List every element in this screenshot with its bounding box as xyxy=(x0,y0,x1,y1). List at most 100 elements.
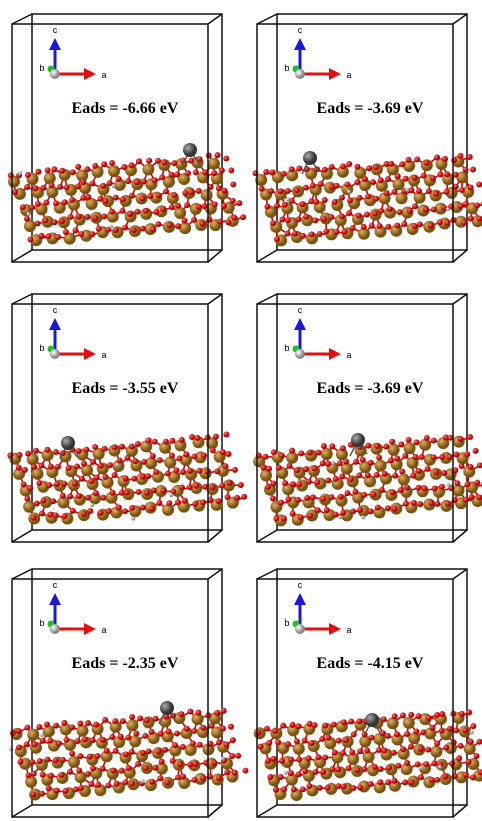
o-atom xyxy=(214,709,221,716)
h-atom xyxy=(338,515,343,520)
o-atom xyxy=(337,493,344,500)
o-atom xyxy=(430,454,437,461)
o-atom xyxy=(474,479,481,486)
o-atom xyxy=(103,747,110,754)
o-atom xyxy=(398,441,405,448)
o-atom xyxy=(106,180,113,187)
o-atom xyxy=(297,514,304,521)
o-atom xyxy=(392,472,399,479)
o-atom xyxy=(215,185,222,192)
o-atom xyxy=(139,750,146,757)
o-atom xyxy=(93,474,100,481)
cell-edge xyxy=(207,13,223,25)
o-atom xyxy=(350,784,357,791)
o-atom xyxy=(320,769,327,776)
o-atom xyxy=(44,446,51,453)
o-atom xyxy=(343,458,350,465)
o-atom xyxy=(328,163,335,170)
o-atom xyxy=(338,194,345,201)
o-atom xyxy=(105,226,112,233)
o-atom xyxy=(279,216,286,223)
o-atom xyxy=(219,449,226,456)
o-atom xyxy=(121,164,128,171)
o-atom xyxy=(376,746,383,753)
o-atom xyxy=(462,200,469,207)
o-atom xyxy=(139,195,146,202)
adsorption-energy: Eads = -2.35 eV xyxy=(72,655,179,672)
o-atom xyxy=(451,157,458,164)
o-atom xyxy=(211,759,218,766)
axis-label-a: a xyxy=(346,625,351,635)
axis-label-b: b xyxy=(284,618,289,628)
o-atom xyxy=(434,740,441,747)
o-atom xyxy=(434,500,441,507)
o-atom xyxy=(84,770,91,777)
o-atom xyxy=(457,742,464,749)
o-atom xyxy=(221,187,228,194)
o-atom xyxy=(427,222,434,229)
adsorbate-atom xyxy=(303,151,317,165)
o-atom xyxy=(305,755,312,762)
o-atom xyxy=(344,181,351,188)
o-atom xyxy=(257,743,264,750)
o-atom xyxy=(66,768,73,775)
o-atom xyxy=(175,223,182,230)
o-atom xyxy=(62,229,69,236)
o-atom xyxy=(88,780,95,787)
o-atom xyxy=(97,462,104,469)
o-atom xyxy=(267,188,274,195)
o-atom xyxy=(115,176,122,183)
o-atom xyxy=(135,158,142,165)
o-atom xyxy=(295,496,302,503)
o-atom xyxy=(39,510,46,517)
o-atom xyxy=(470,774,477,781)
o-atom xyxy=(476,181,482,188)
o-atom xyxy=(308,198,315,205)
o-atom xyxy=(148,505,155,512)
fe-atom xyxy=(191,712,204,725)
o-atom xyxy=(316,230,323,237)
o-atom xyxy=(447,434,454,441)
o-atom xyxy=(470,166,477,173)
o-atom xyxy=(63,736,70,743)
o-atom xyxy=(124,454,131,461)
o-atom xyxy=(433,469,440,476)
o-atom xyxy=(16,451,23,458)
o-atom xyxy=(335,783,342,790)
o-atom xyxy=(168,452,175,459)
fe-atom xyxy=(386,717,399,730)
o-atom xyxy=(413,439,420,446)
o-atom xyxy=(122,475,129,482)
fe-atom xyxy=(179,454,192,467)
cell-front xyxy=(11,578,209,818)
o-atom xyxy=(274,202,281,209)
o-atom xyxy=(139,473,146,480)
fe-atom xyxy=(142,163,155,176)
o-atom xyxy=(446,453,453,460)
o-atom xyxy=(179,743,186,750)
h-atom xyxy=(437,765,442,770)
o-atom xyxy=(320,443,327,450)
o-atom xyxy=(187,467,194,474)
o-atom xyxy=(39,737,46,744)
o-atom xyxy=(12,189,19,196)
o-atom xyxy=(99,765,106,772)
o-atom xyxy=(90,765,97,772)
o-atom xyxy=(453,451,460,458)
o-atom xyxy=(135,488,142,495)
o-atom xyxy=(61,719,68,726)
o-atom xyxy=(457,203,464,210)
o-atom xyxy=(296,481,303,488)
o-atom xyxy=(117,733,124,740)
o-atom xyxy=(92,215,99,222)
arrow-c xyxy=(294,318,306,330)
o-atom xyxy=(78,475,85,482)
o-atom xyxy=(223,155,230,162)
o-atom xyxy=(270,755,277,762)
fe-atom xyxy=(169,744,182,757)
o-atom xyxy=(156,457,163,464)
o-atom xyxy=(140,178,147,185)
o-atom xyxy=(442,773,449,780)
o-atom xyxy=(125,734,132,741)
o-atom xyxy=(61,480,68,487)
